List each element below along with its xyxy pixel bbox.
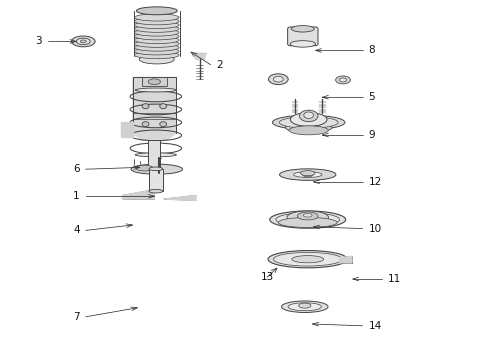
Polygon shape — [122, 190, 154, 199]
Ellipse shape — [148, 79, 161, 85]
Text: 8: 8 — [368, 45, 375, 55]
Polygon shape — [133, 77, 176, 140]
Ellipse shape — [142, 104, 149, 109]
Ellipse shape — [134, 48, 179, 55]
Text: 12: 12 — [368, 177, 382, 187]
Ellipse shape — [149, 167, 163, 171]
Ellipse shape — [289, 126, 328, 135]
Polygon shape — [340, 256, 352, 263]
Ellipse shape — [278, 217, 337, 228]
Ellipse shape — [149, 189, 163, 193]
Ellipse shape — [339, 78, 346, 82]
Ellipse shape — [134, 36, 179, 44]
Ellipse shape — [299, 110, 318, 122]
Text: 7: 7 — [73, 312, 80, 322]
Ellipse shape — [131, 164, 182, 174]
Ellipse shape — [292, 26, 314, 32]
Ellipse shape — [136, 7, 177, 15]
Ellipse shape — [80, 40, 86, 43]
Ellipse shape — [285, 122, 332, 133]
Ellipse shape — [160, 104, 167, 109]
Text: 2: 2 — [217, 60, 223, 70]
Ellipse shape — [72, 36, 95, 47]
Ellipse shape — [134, 40, 179, 48]
Ellipse shape — [134, 18, 179, 25]
Ellipse shape — [302, 172, 313, 177]
Text: 5: 5 — [368, 92, 375, 102]
Ellipse shape — [279, 169, 336, 180]
Ellipse shape — [273, 252, 342, 266]
Ellipse shape — [336, 76, 350, 84]
Ellipse shape — [270, 211, 346, 228]
Ellipse shape — [292, 256, 323, 263]
Ellipse shape — [134, 33, 179, 40]
Polygon shape — [121, 122, 133, 137]
Ellipse shape — [135, 153, 176, 157]
FancyBboxPatch shape — [288, 27, 318, 46]
Ellipse shape — [134, 29, 179, 36]
Ellipse shape — [136, 165, 153, 171]
Ellipse shape — [134, 21, 179, 28]
Ellipse shape — [281, 301, 328, 312]
Ellipse shape — [135, 88, 176, 92]
Bar — [149, 169, 163, 191]
Ellipse shape — [290, 41, 316, 47]
Ellipse shape — [134, 25, 179, 32]
Ellipse shape — [279, 117, 338, 128]
Ellipse shape — [304, 112, 314, 118]
Ellipse shape — [134, 14, 179, 21]
Ellipse shape — [300, 171, 315, 176]
Ellipse shape — [298, 303, 311, 308]
Ellipse shape — [160, 122, 167, 127]
Bar — [142, 77, 167, 86]
Text: 10: 10 — [368, 224, 382, 234]
Text: 6: 6 — [73, 164, 80, 174]
Text: 11: 11 — [388, 274, 401, 284]
Ellipse shape — [276, 213, 340, 226]
Ellipse shape — [273, 76, 283, 82]
Text: 4: 4 — [73, 225, 80, 235]
Polygon shape — [164, 195, 196, 201]
Ellipse shape — [268, 251, 347, 268]
Ellipse shape — [297, 212, 318, 220]
Ellipse shape — [139, 55, 174, 64]
Ellipse shape — [290, 113, 327, 126]
Bar — [148, 140, 160, 169]
Polygon shape — [194, 53, 206, 59]
Ellipse shape — [76, 38, 90, 45]
Ellipse shape — [134, 51, 179, 59]
Ellipse shape — [287, 211, 328, 224]
Text: 3: 3 — [35, 36, 42, 46]
Ellipse shape — [272, 115, 345, 130]
Text: 1: 1 — [73, 191, 80, 201]
Ellipse shape — [134, 44, 179, 51]
Ellipse shape — [142, 122, 149, 127]
Ellipse shape — [288, 303, 321, 311]
Text: 13: 13 — [260, 272, 274, 282]
Text: 14: 14 — [368, 321, 382, 331]
Text: 9: 9 — [368, 130, 375, 140]
Ellipse shape — [294, 172, 322, 177]
Ellipse shape — [303, 213, 312, 217]
Ellipse shape — [269, 74, 288, 85]
